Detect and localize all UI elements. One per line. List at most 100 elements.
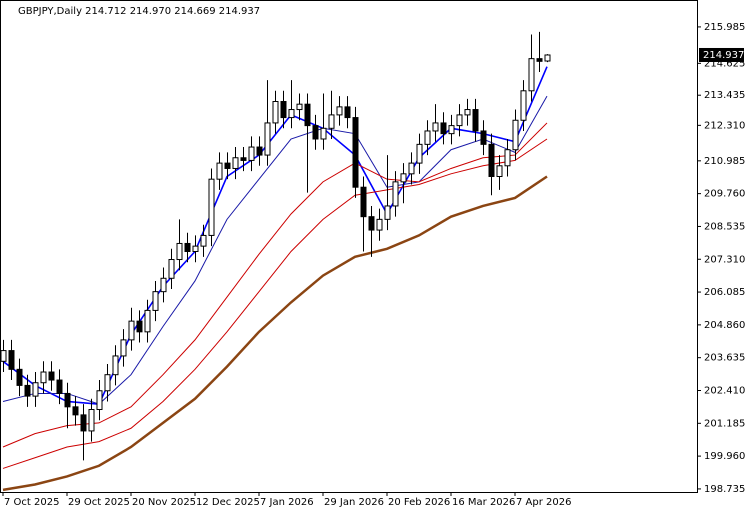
candle-body [216,162,223,180]
y-tick-label: 212.310 [704,120,745,131]
candle-body [144,309,151,333]
candle-body [192,245,199,252]
candle-body [464,109,471,116]
candle-body [480,130,487,145]
candle-body [352,117,359,188]
y-tick-label: 198.735 [704,484,745,495]
candle-body [512,119,519,151]
candle-body [360,186,367,218]
candle-body [8,350,15,370]
candle-body [296,103,303,111]
candle-body [320,127,327,140]
candle-body [328,114,335,129]
candle-body [496,165,503,177]
moving-average-line [2,95,548,405]
candle-body [32,382,39,397]
candle-body [264,122,271,156]
candle-body [88,409,95,432]
candle-body [240,157,247,161]
candle-body [536,58,543,62]
x-tick-label: 7 Apr 2026 [516,497,571,508]
candle-body [16,368,23,386]
moving-average-line [2,175,548,492]
candle-body [248,146,255,161]
y-tick-label: 214.625 [704,58,745,69]
y-tick-label: 206.085 [704,287,745,298]
candle-body [136,320,143,333]
candle-body [504,149,511,167]
candle-body [24,384,31,397]
candle-body [152,291,159,311]
candle-body [368,216,375,231]
candle-body [408,162,415,175]
candle-body [304,103,311,127]
chart-title: GBPJPY,Daily 214.712 214.970 214.669 214… [18,6,260,17]
candle-body [400,173,407,183]
candle-body [272,101,279,124]
candle-body [336,106,343,116]
candle-body [544,54,551,62]
y-tick-label: 210.985 [704,156,745,167]
candle-body [472,109,479,132]
candle-body [184,242,191,252]
candle-body [224,162,231,169]
x-tick-label: 29 Jan 2026 [324,497,384,508]
candle-body [376,218,383,231]
moving-average-line [2,66,548,405]
candle-body [176,242,183,261]
candle-body [312,125,319,140]
price-tag-label: 214.937 [703,50,744,61]
candle-body [56,379,63,394]
candle-body [160,277,167,293]
moving-average-line [2,138,548,469]
candle-body [520,90,527,121]
candle-body [448,125,455,135]
candle-body [104,374,111,392]
candle-body [72,406,79,416]
x-tick-label: 20 Nov 2025 [132,497,196,508]
candle-body [424,130,431,145]
candle-body [40,371,47,384]
x-tick-label: 20 Feb 2026 [388,497,450,508]
candle-body [0,350,7,362]
candle-body [80,414,87,432]
y-tick-label: 201.185 [704,418,745,429]
y-tick-label: 202.410 [704,385,745,396]
y-tick-label: 213.435 [704,90,745,101]
candle-body [96,390,103,411]
x-tick-label: 7 Jan 2026 [260,497,314,508]
price-tag [699,47,744,62]
candle-body [488,143,495,177]
candle-body [440,122,447,135]
x-tick-label: 12 Dec 2025 [196,497,260,508]
y-tick-label: 203.635 [704,353,745,364]
candle-body [432,122,439,132]
candle-body [256,146,263,156]
candle-body [208,178,215,236]
candle-body [344,106,351,119]
y-tick-label: 209.760 [704,189,745,200]
y-tick-label: 208.535 [704,221,745,232]
candle-body [128,320,135,341]
candle-body [528,58,535,92]
candle-body [168,259,175,279]
y-tick-label: 215.985 [704,22,745,33]
candle-body [64,392,71,408]
plot-frame [0,0,698,493]
x-tick-label: 7 Oct 2025 [4,497,59,508]
candle-body [48,371,55,381]
candle-body [112,355,119,376]
x-tick-label: 29 Oct 2025 [68,497,130,508]
candle-body [232,157,239,169]
candle-body [384,205,391,220]
x-tick-label: 16 Mar 2026 [452,497,515,508]
candle-body [120,339,127,357]
candle-body [416,143,423,164]
candle-body [392,181,399,207]
y-tick-label: 199.960 [704,451,745,462]
y-tick-label: 207.310 [704,254,745,265]
y-tick-label: 204.860 [704,320,745,331]
candle-body [456,114,463,127]
